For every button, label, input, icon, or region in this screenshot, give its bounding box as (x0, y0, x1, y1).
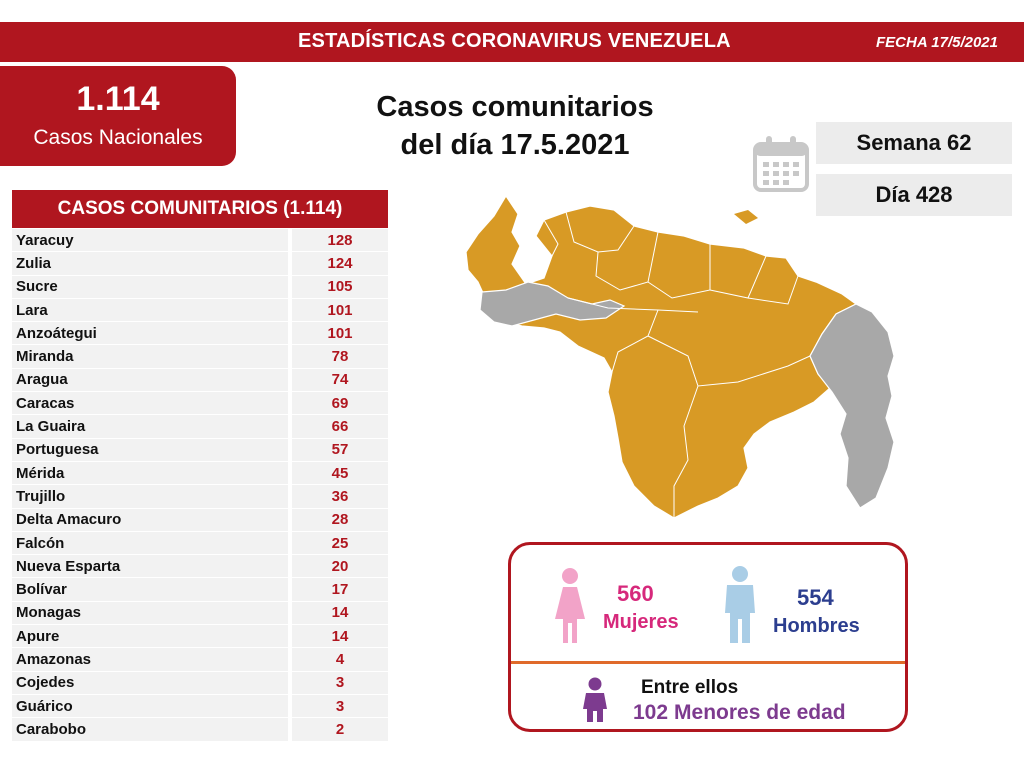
state-name: Portuguesa (12, 438, 288, 461)
state-case-count: 14 (292, 601, 388, 625)
calendar-icon (753, 136, 809, 192)
headline: Casos comunitarios del día 17.5.2021 (330, 88, 700, 164)
state-case-count: 128 (292, 229, 388, 252)
table-row: Mérida 45 (12, 461, 388, 486)
state-case-count: 25 (292, 531, 388, 555)
table-row: Caracas 69 (12, 392, 388, 416)
children-count: 102 (633, 701, 669, 724)
female-icon (555, 568, 585, 643)
state-name: Guárico (12, 694, 288, 718)
map-region-gray-east (809, 303, 895, 509)
state-name: Carabobo (12, 718, 288, 741)
national-cases-count: 1.114 (76, 80, 160, 118)
children-intro: Entre ellos (641, 677, 739, 698)
venezuela-map (465, 194, 895, 519)
state-name: Anzoátegui (12, 322, 288, 345)
state-name: Cojedes (12, 671, 288, 694)
table-row: Falcón 25 (12, 531, 388, 556)
state-case-count: 45 (292, 461, 388, 485)
page-title: ESTADÍSTICAS CORONAVIRUS VENEZUELA (298, 30, 731, 52)
table-row: Trujillo 36 (12, 485, 388, 509)
state-case-count: 3 (292, 671, 388, 694)
state-name: Caracas (12, 392, 288, 415)
male-count: 554 (797, 585, 834, 610)
top-banner: ESTADÍSTICAS CORONAVIRUS VENEZUELA FECHA… (0, 22, 1024, 62)
state-case-count: 36 (292, 485, 388, 508)
state-name: Lara (12, 298, 288, 322)
report-date: FECHA 17/5/2021 (875, 34, 998, 51)
state-case-count: 17 (292, 578, 388, 601)
table-row: Cojedes 3 (12, 671, 388, 695)
state-name: Miranda (12, 345, 288, 368)
table-row: Yaracuy 128 (12, 229, 388, 253)
table-row: Delta Amacuro 28 (12, 508, 388, 532)
state-name: Falcón (12, 531, 288, 555)
state-case-count: 105 (292, 275, 388, 298)
headline-line-1: Casos comunitarios (376, 91, 654, 123)
state-case-count: 2 (292, 718, 388, 741)
list-title: CASOS COMUNITARIOS (1.114) (12, 190, 388, 228)
table-row: Zulia 124 (12, 252, 388, 276)
day-counter: Día 428 (816, 174, 1012, 216)
child-icon (583, 677, 607, 722)
state-case-count: 101 (292, 322, 388, 345)
state-name: Amazonas (12, 648, 288, 671)
state-case-count: 78 (292, 345, 388, 368)
state-name: La Guaira (12, 415, 288, 438)
table-row: Nueva Esparta 20 (12, 555, 388, 579)
female-label: Mujeres (603, 611, 679, 633)
divider (511, 661, 905, 664)
table-row: Guárico 3 (12, 694, 388, 719)
state-case-count: 20 (292, 555, 388, 578)
state-name: Zulia (12, 252, 288, 275)
table-row: Carabobo 2 (12, 718, 388, 742)
gender-breakdown-box: 560 Mujeres 554 Hombres Entre ellos 102 M… (508, 542, 908, 732)
table-row: La Guaira 66 (12, 415, 388, 439)
state-case-count: 124 (292, 252, 388, 275)
state-name: Sucre (12, 275, 288, 298)
map-region-orange (465, 194, 858, 519)
table-row: Lara 101 (12, 298, 388, 323)
map-region-island (734, 210, 758, 224)
state-name: Aragua (12, 368, 288, 392)
state-case-count: 28 (292, 508, 388, 531)
children-label: Menores de edad (674, 701, 846, 724)
female-count: 560 (617, 581, 654, 606)
state-case-count: 4 (292, 648, 388, 671)
state-case-count: 69 (292, 392, 388, 415)
state-case-count: 66 (292, 415, 388, 438)
state-name: Apure (12, 625, 288, 648)
state-case-count: 101 (292, 298, 388, 322)
male-label: Hombres (773, 615, 860, 637)
state-name: Trujillo (12, 485, 288, 508)
table-row: Monagas 14 (12, 601, 388, 626)
state-name: Nueva Esparta (12, 555, 288, 578)
table-row: Amazonas 4 (12, 648, 388, 672)
state-case-count: 3 (292, 694, 388, 718)
state-case-count: 74 (292, 368, 388, 392)
table-row: Aragua 74 (12, 368, 388, 393)
state-name: Yaracuy (12, 229, 288, 252)
state-case-count: 14 (292, 625, 388, 648)
male-icon (725, 566, 755, 643)
table-row: Apure 14 (12, 625, 388, 649)
headline-line-2: del día 17.5.2021 (400, 129, 630, 161)
week-counter: Semana 62 (816, 122, 1012, 164)
table-row: Miranda 78 (12, 345, 388, 369)
table-row: Bolívar 17 (12, 578, 388, 602)
children-line: 102 Menores de edad (633, 701, 846, 725)
table-row: Sucre 105 (12, 275, 388, 299)
state-name: Mérida (12, 461, 288, 485)
map-region-gray-west (479, 281, 626, 327)
state-case-count: 57 (292, 438, 388, 461)
table-row: Anzoátegui 101 (12, 322, 388, 346)
state-name: Bolívar (12, 578, 288, 601)
state-case-list: Yaracuy 128 Zulia 124 Sucre 105 Lara 101 Anzoáte… (12, 229, 388, 742)
state-name: Delta Amacuro (12, 508, 288, 531)
national-cases-label: Casos Nacionales (33, 126, 203, 149)
national-cases-box: 1.114 Casos Nacionales (0, 66, 236, 166)
table-row: Portuguesa 57 (12, 438, 388, 462)
state-name: Monagas (12, 601, 288, 625)
